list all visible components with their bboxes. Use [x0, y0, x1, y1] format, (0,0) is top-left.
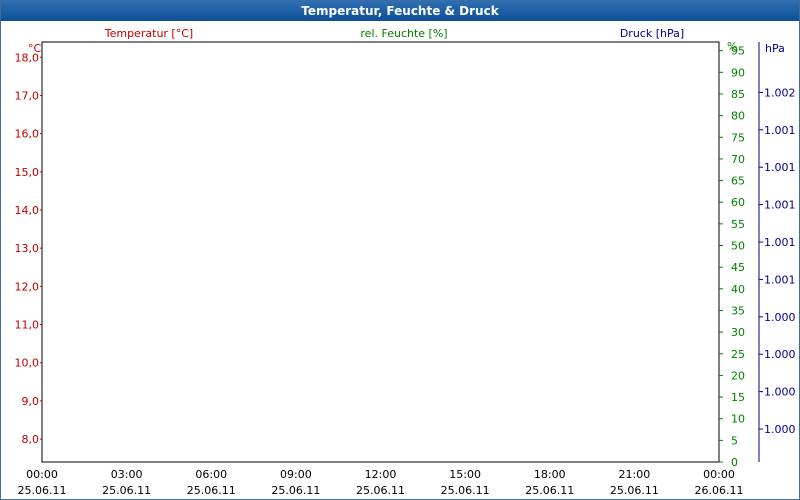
window-title: Temperatur, Feuchte & Druck	[1, 1, 799, 21]
x-tick-date: 25.06.11	[102, 484, 151, 497]
y-tick-humidity: 25	[731, 348, 745, 361]
y-tick-temperature: 11,0	[15, 319, 40, 332]
x-tick-date: 25.06.11	[356, 484, 405, 497]
x-tick-date: 25.06.11	[610, 484, 659, 497]
x-tick-time: 00:00	[26, 468, 58, 481]
plot-frame	[41, 41, 720, 463]
x-tick-time: 15:00	[449, 468, 481, 481]
y-tick-humidity: 85	[731, 88, 745, 101]
y-tick-humidity: 70	[731, 153, 745, 166]
y-tick-humidity: 30	[731, 326, 745, 339]
y-tick-humidity: 65	[731, 175, 745, 188]
y-tick-humidity: 40	[731, 283, 745, 296]
x-tick-date: 25.06.11	[441, 484, 490, 497]
y-tick-humidity: 75	[731, 131, 745, 144]
y-tick-pressure: 1.000	[764, 311, 796, 324]
pressure-axis-title: Druck [hPa]	[620, 27, 684, 40]
x-tick-date: 26.06.11	[695, 484, 744, 497]
y-tick-humidity: 10	[731, 413, 745, 426]
y-tick-humidity: 15	[731, 391, 745, 404]
y-tick-pressure: 1.001	[764, 199, 796, 212]
x-tick-date: 25.06.11	[525, 484, 574, 497]
y-tick-temperature: 18,0	[15, 51, 40, 64]
y-tick-humidity: 20	[731, 369, 745, 382]
x-tick-time: 21:00	[619, 468, 651, 481]
y-tick-humidity: 5	[731, 434, 738, 447]
humidity-axis-title: rel. Feuchte [%]	[360, 27, 447, 40]
y-tick-humidity: 90	[731, 66, 745, 79]
chart-area: 00:00 25.06.11 03:00 25.06.11 06:00 25.06.11 0…	[15, 27, 796, 497]
temperature-axis-title: Temperatur [°C]	[104, 27, 193, 40]
y-tick-humidity: 60	[731, 196, 745, 209]
y-tick-humidity: 0	[731, 456, 738, 469]
y-tick-pressure: 1.000	[764, 386, 796, 399]
x-tick-time: 09:00	[280, 468, 312, 481]
y-tick-temperature: 17,0	[15, 89, 40, 102]
y-tick-pressure: 1.001	[764, 124, 796, 137]
y-tick-temperature: 14,0	[15, 204, 40, 217]
pressure-unit-label: hPa	[765, 42, 785, 55]
humidity-unit-label: %	[727, 40, 737, 53]
y-tick-pressure: 1.002	[764, 86, 796, 99]
x-tick-date: 25.06.11	[18, 484, 67, 497]
y-tick-humidity: 50	[731, 240, 745, 253]
y-tick-pressure: 1.001	[764, 273, 796, 286]
y-tick-pressure: 1.001	[764, 236, 796, 249]
x-tick-time: 12:00	[365, 468, 397, 481]
y-tick-pressure: 1.000	[764, 348, 796, 361]
x-tick-time: 00:00	[703, 468, 735, 481]
y-tick-humidity: 55	[731, 218, 745, 231]
x-tick-time: 18:00	[534, 468, 566, 481]
y-tick-temperature: 8,0	[22, 433, 40, 446]
x-tick-date: 25.06.11	[187, 484, 236, 497]
x-tick-time: 06:00	[195, 468, 227, 481]
x-tick-time: 03:00	[111, 468, 143, 481]
y-tick-temperature: 13,0	[15, 242, 40, 255]
y-tick-pressure: 1.000	[764, 423, 796, 436]
temperature-unit-label: °C	[28, 42, 42, 55]
y-tick-temperature: 15,0	[15, 166, 40, 179]
y-tick-temperature: 9,0	[22, 395, 40, 408]
y-tick-pressure: 1.001	[764, 161, 796, 174]
y-tick-humidity: 80	[731, 110, 745, 123]
x-tick-date: 25.06.11	[271, 484, 320, 497]
y-tick-temperature: 16,0	[15, 128, 40, 141]
y-tick-temperature: 10,0	[15, 357, 40, 370]
y-tick-humidity: 45	[731, 261, 745, 274]
y-tick-temperature: 12,0	[15, 280, 40, 293]
y-tick-humidity: 95	[731, 45, 745, 58]
y-tick-humidity: 35	[731, 304, 745, 317]
